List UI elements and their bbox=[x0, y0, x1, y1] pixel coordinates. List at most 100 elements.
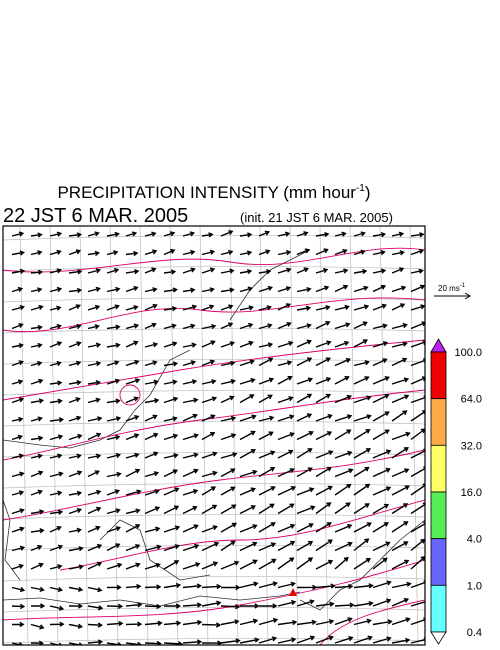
wind-arrow bbox=[239, 637, 260, 644]
colorbar-bin bbox=[430, 584, 447, 633]
wind-arrow bbox=[296, 541, 314, 552]
wind-arrow bbox=[410, 284, 425, 293]
wind-arrow bbox=[334, 358, 351, 367]
wind-arrow bbox=[87, 324, 100, 330]
grid-line bbox=[409, 226, 419, 645]
wind-arrow bbox=[239, 232, 253, 238]
wind-arrow bbox=[201, 323, 217, 330]
wind-arrow bbox=[87, 397, 101, 404]
wind-arrow bbox=[163, 641, 184, 645]
wind-arrow bbox=[201, 486, 217, 496]
wind-arrow bbox=[30, 544, 43, 552]
wind-arrow bbox=[258, 522, 276, 533]
wind-arrow bbox=[182, 562, 201, 570]
wind-arrow bbox=[239, 618, 259, 626]
wind-arrow bbox=[125, 268, 140, 275]
wind-arrow bbox=[68, 470, 83, 478]
wind-arrow bbox=[258, 285, 273, 293]
wind-arrow bbox=[201, 396, 218, 404]
colorbar-under bbox=[430, 631, 447, 645]
wind-arrow bbox=[277, 360, 293, 367]
wind-arrow bbox=[68, 379, 82, 386]
wind-arrow bbox=[201, 379, 217, 385]
wind-arrow bbox=[201, 267, 216, 274]
wind-arrow bbox=[49, 249, 62, 256]
wind-arrow bbox=[315, 248, 329, 256]
wind-arrow bbox=[163, 487, 180, 496]
wind-arrow bbox=[296, 431, 314, 441]
wind-arrow bbox=[220, 378, 236, 385]
wind-arrow bbox=[87, 506, 102, 515]
wind-arrow bbox=[163, 469, 179, 478]
wind-arrow bbox=[11, 323, 24, 330]
wind-arrow bbox=[277, 322, 292, 330]
wind-arrow bbox=[163, 231, 176, 237]
wind-arrow bbox=[334, 340, 350, 348]
wind-arrow bbox=[391, 303, 406, 311]
wind-arrow bbox=[372, 580, 392, 589]
wind-arrow bbox=[334, 322, 351, 330]
wind-arrow bbox=[68, 249, 82, 256]
wind-arrow bbox=[239, 394, 255, 404]
wind-arrow bbox=[182, 452, 199, 459]
wind-arrow bbox=[182, 413, 198, 422]
wind-arrow bbox=[334, 268, 349, 274]
wind-arrow bbox=[201, 340, 216, 348]
wind-arrow bbox=[201, 249, 216, 256]
wind-arrow bbox=[201, 561, 219, 570]
wind-arrow bbox=[106, 250, 119, 256]
wind-arrow bbox=[372, 358, 388, 367]
wind-arrow bbox=[239, 250, 253, 256]
wind-arrow bbox=[410, 321, 425, 330]
wind-arrow bbox=[106, 471, 122, 478]
wind-arrow bbox=[144, 303, 158, 311]
wind-arrow bbox=[182, 287, 196, 293]
wind-arrow bbox=[239, 524, 258, 533]
wind-arrow bbox=[30, 603, 46, 609]
wind-arrow bbox=[30, 470, 44, 478]
wind-arrow bbox=[221, 584, 241, 591]
wind-arrow bbox=[353, 414, 372, 422]
wind-arrow bbox=[182, 543, 200, 552]
wind-arrow bbox=[49, 509, 64, 515]
wind-arrow bbox=[182, 583, 202, 589]
grid-line bbox=[3, 638, 425, 644]
wind-arrow bbox=[353, 339, 368, 348]
wind-arrow bbox=[68, 623, 84, 629]
wind-arrow bbox=[163, 361, 179, 367]
wind-arrow bbox=[106, 489, 121, 496]
grid-line bbox=[19, 226, 29, 645]
wind-arrow bbox=[11, 342, 24, 349]
wind-arrow bbox=[87, 380, 101, 386]
wind-arrow bbox=[353, 466, 370, 478]
wind-arrow bbox=[87, 586, 103, 593]
wind-arrow bbox=[87, 268, 102, 274]
wind-arrow bbox=[296, 599, 315, 607]
wind-arrow bbox=[49, 605, 65, 611]
wind-arrow bbox=[163, 248, 176, 256]
wind-arrow bbox=[220, 604, 241, 610]
wind-arrow bbox=[315, 559, 334, 570]
wind-arrow bbox=[277, 267, 292, 274]
wind-arrow bbox=[144, 398, 160, 404]
wind-arrow bbox=[258, 394, 273, 404]
wind-arrow bbox=[334, 231, 347, 237]
wind-arrow bbox=[410, 376, 425, 385]
title-close: ) bbox=[365, 183, 371, 202]
wind-arrow bbox=[315, 268, 329, 274]
wind-arrow bbox=[11, 268, 26, 275]
wind-arrow bbox=[372, 503, 390, 515]
wind-arrow bbox=[315, 357, 331, 367]
wind-arrow bbox=[334, 602, 355, 608]
wind-arrow bbox=[68, 490, 83, 497]
wind-arrow bbox=[315, 601, 335, 607]
wind-arrow bbox=[144, 526, 161, 533]
wind-arrow bbox=[87, 489, 102, 496]
wind-arrow bbox=[49, 417, 65, 423]
wind-arrow bbox=[87, 342, 102, 348]
wind-arrow bbox=[239, 359, 255, 367]
wind-arrow bbox=[277, 340, 294, 348]
wind-arrow bbox=[30, 509, 45, 515]
wind-arrow bbox=[68, 397, 81, 404]
wind-arrow bbox=[258, 450, 276, 459]
